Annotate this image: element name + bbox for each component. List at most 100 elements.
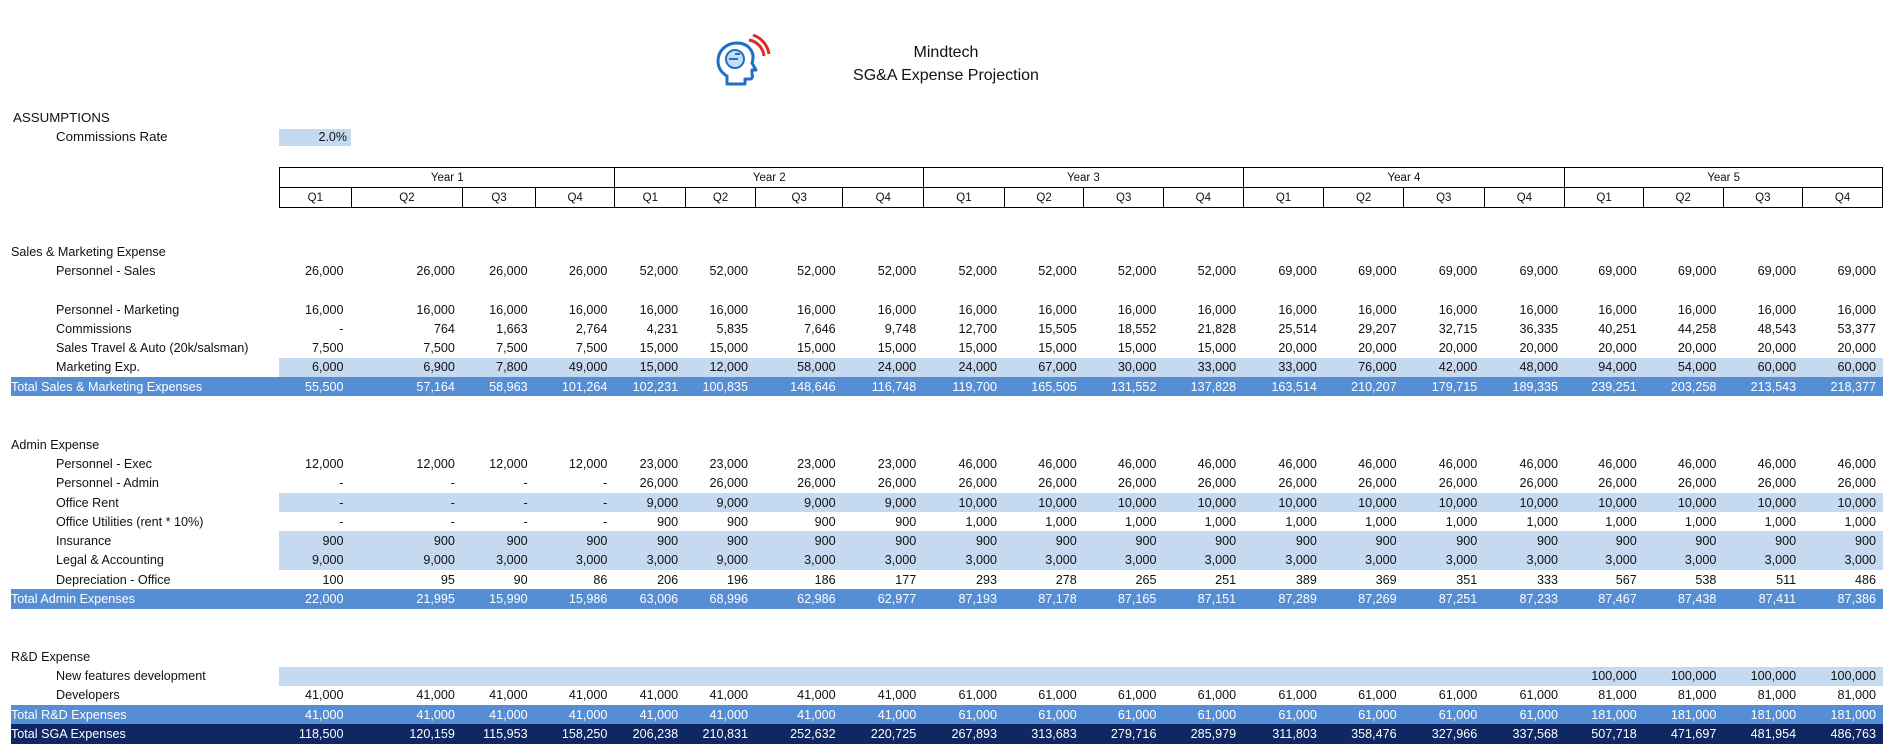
value-cell[interactable]: 10,000 [1083, 492, 1164, 513]
value-cell[interactable] [278, 666, 351, 686]
value-cell[interactable]: 900 [842, 531, 924, 551]
value-cell[interactable]: 67,000 [1004, 357, 1084, 378]
value-cell[interactable]: 3,000 [614, 550, 686, 571]
value-cell[interactable]: 900 [1565, 531, 1644, 551]
value-cell[interactable]: 900 [278, 531, 351, 551]
value-cell[interactable]: 900 [754, 531, 843, 551]
value-cell[interactable]: 33,000 [1243, 357, 1324, 378]
value-cell[interactable]: 100,000 [1803, 666, 1883, 686]
value-cell[interactable]: 3,000 [1565, 550, 1644, 571]
value-cell[interactable]: 3,000 [1723, 550, 1804, 571]
value-cell[interactable]: - [278, 492, 351, 513]
value-cell[interactable]: 3,000 [842, 550, 924, 571]
value-cell[interactable]: 100,000 [1723, 666, 1804, 686]
value-cell[interactable]: 6,000 [278, 357, 351, 378]
value-cell[interactable]: 3,000 [1004, 550, 1084, 571]
value-cell[interactable]: 10,000 [1803, 492, 1883, 513]
value-cell[interactable]: 10,000 [923, 492, 1005, 513]
value-cell[interactable]: 900 [923, 531, 1005, 551]
value-cell[interactable]: 3,000 [534, 550, 615, 571]
value-cell[interactable]: 9,000 [278, 550, 351, 571]
value-cell[interactable]: 10,000 [1323, 492, 1404, 513]
value-cell[interactable]: 3,000 [1643, 550, 1724, 571]
value-cell[interactable]: 42,000 [1403, 357, 1485, 378]
value-cell[interactable]: 900 [1083, 531, 1164, 551]
value-cell[interactable]: 900 [1643, 531, 1724, 551]
value-cell[interactable]: 9,000 [685, 550, 755, 571]
value-cell[interactable] [1083, 666, 1164, 686]
value-cell[interactable]: 3,000 [1163, 550, 1244, 571]
value-cell[interactable]: 900 [461, 531, 535, 551]
value-cell[interactable]: 3,000 [1484, 550, 1565, 571]
value-cell[interactable]: 3,000 [1403, 550, 1485, 571]
value-cell[interactable]: 6,900 [350, 357, 462, 378]
value-cell[interactable]: 900 [1004, 531, 1084, 551]
value-cell[interactable]: 60,000 [1723, 357, 1804, 378]
value-cell[interactable]: 900 [685, 531, 755, 551]
value-cell[interactable]: 9,000 [685, 492, 755, 513]
value-cell[interactable]: 24,000 [923, 357, 1005, 378]
value-cell[interactable]: 10,000 [1163, 492, 1244, 513]
value-cell[interactable]: 10,000 [1643, 492, 1724, 513]
value-cell[interactable]: 10,000 [1484, 492, 1565, 513]
value-cell[interactable]: 10,000 [1403, 492, 1485, 513]
value-cell[interactable] [534, 666, 615, 686]
value-cell[interactable]: 3,000 [754, 550, 843, 571]
value-cell[interactable] [685, 666, 755, 686]
commissions-rate-input[interactable]: 2.0% [279, 129, 351, 146]
value-cell[interactable]: 100,000 [1565, 666, 1644, 686]
value-cell[interactable]: 900 [350, 531, 462, 551]
value-cell[interactable]: 3,000 [1323, 550, 1404, 571]
value-cell[interactable]: 54,000 [1643, 357, 1724, 378]
value-cell[interactable] [1484, 666, 1565, 686]
value-cell[interactable]: - [534, 492, 615, 513]
value-cell[interactable]: 10,000 [1723, 492, 1804, 513]
value-cell[interactable] [923, 666, 1005, 686]
value-cell[interactable]: 94,000 [1565, 357, 1644, 378]
value-cell[interactable]: 10,000 [1243, 492, 1324, 513]
value-cell[interactable]: 10,000 [1565, 492, 1644, 513]
value-cell[interactable]: 7,800 [461, 357, 535, 378]
value-cell[interactable] [614, 666, 686, 686]
value-cell[interactable]: 10,000 [1004, 492, 1084, 513]
value-cell[interactable] [1403, 666, 1485, 686]
value-cell[interactable] [842, 666, 924, 686]
value-cell[interactable]: 58,000 [754, 357, 843, 378]
value-cell[interactable] [754, 666, 843, 686]
value-cell[interactable]: 900 [1243, 531, 1324, 551]
value-cell[interactable]: 900 [614, 531, 686, 551]
value-cell[interactable] [1163, 666, 1244, 686]
value-cell[interactable]: 24,000 [842, 357, 924, 378]
value-cell[interactable]: 49,000 [534, 357, 615, 378]
value-cell[interactable]: 900 [1403, 531, 1485, 551]
value-cell[interactable] [1243, 666, 1324, 686]
value-cell[interactable]: 100,000 [1643, 666, 1724, 686]
value-cell[interactable]: 3,000 [1243, 550, 1324, 571]
value-cell[interactable]: 9,000 [350, 550, 462, 571]
value-cell[interactable]: 12,000 [685, 357, 755, 378]
value-cell[interactable]: 900 [1723, 531, 1804, 551]
value-cell[interactable]: 48,000 [1484, 357, 1565, 378]
value-cell[interactable]: 3,000 [1803, 550, 1883, 571]
value-cell[interactable]: 76,000 [1323, 357, 1404, 378]
value-cell[interactable]: 3,000 [923, 550, 1005, 571]
value-cell[interactable]: 900 [534, 531, 615, 551]
value-cell[interactable]: 900 [1323, 531, 1404, 551]
value-cell[interactable] [461, 666, 535, 686]
value-cell[interactable]: 9,000 [754, 492, 843, 513]
value-cell[interactable]: 9,000 [614, 492, 686, 513]
value-cell[interactable] [1323, 666, 1404, 686]
value-cell[interactable]: 900 [1484, 531, 1565, 551]
value-cell[interactable]: 33,000 [1163, 357, 1244, 378]
value-cell[interactable]: 60,000 [1803, 357, 1883, 378]
value-cell[interactable]: 900 [1803, 531, 1883, 551]
value-cell[interactable] [350, 666, 462, 686]
value-cell[interactable]: 3,000 [1083, 550, 1164, 571]
value-cell[interactable]: 9,000 [842, 492, 924, 513]
value-cell[interactable]: - [461, 492, 535, 513]
value-cell[interactable] [1004, 666, 1084, 686]
value-cell[interactable]: - [350, 492, 462, 513]
value-cell[interactable]: 15,000 [614, 357, 686, 378]
value-cell[interactable]: 30,000 [1083, 357, 1164, 378]
value-cell[interactable]: 900 [1163, 531, 1244, 551]
